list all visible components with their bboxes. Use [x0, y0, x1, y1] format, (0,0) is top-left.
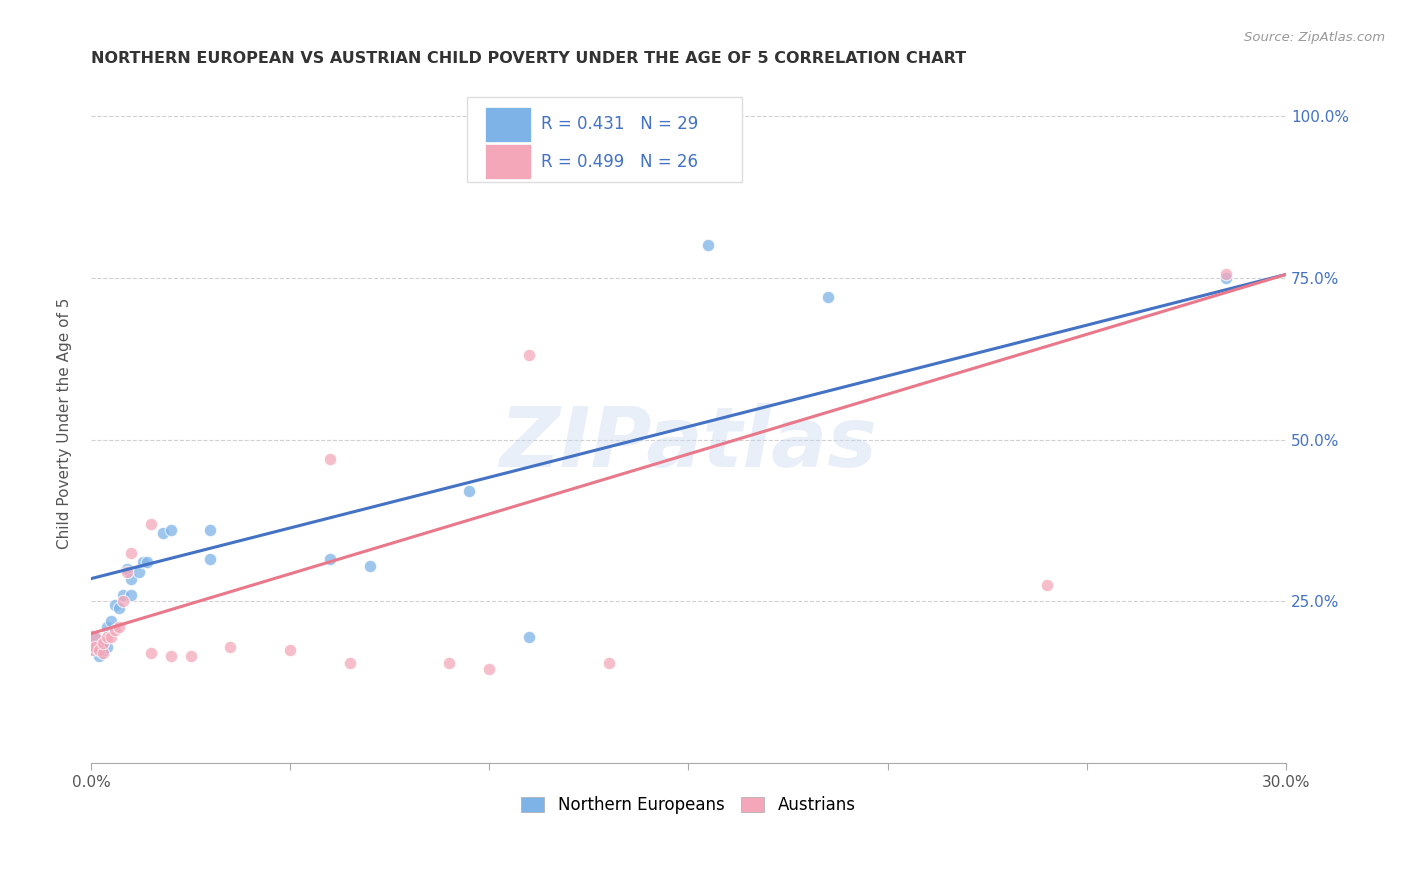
Point [120, 546, 142, 560]
Point [517, 348, 540, 362]
Point [152, 526, 174, 541]
Point [80, 636, 103, 650]
Y-axis label: Child Poverty Under the Age of 5: Child Poverty Under the Age of 5 [58, 298, 72, 549]
Point [1036, 578, 1059, 592]
Point [96, 620, 118, 634]
Point [319, 552, 342, 566]
Point [111, 588, 134, 602]
Point [91, 646, 114, 660]
Point [517, 630, 540, 644]
Point [159, 523, 181, 537]
Point [104, 624, 127, 638]
FancyBboxPatch shape [485, 145, 530, 179]
Point [120, 572, 142, 586]
Point [458, 484, 481, 499]
Point [91, 636, 114, 650]
Point [104, 598, 127, 612]
Point [108, 620, 131, 634]
Point [115, 562, 138, 576]
Point [159, 649, 181, 664]
Point [132, 556, 155, 570]
Point [1215, 270, 1237, 285]
Point [439, 656, 461, 670]
Point [697, 238, 720, 252]
Point [598, 656, 620, 670]
FancyBboxPatch shape [467, 97, 742, 182]
Point [87, 643, 110, 657]
Point [478, 662, 501, 676]
Point [96, 640, 118, 654]
Point [359, 558, 381, 573]
Point [128, 565, 150, 579]
Point [135, 556, 157, 570]
Point [108, 600, 131, 615]
Point [111, 594, 134, 608]
Point [84, 640, 107, 654]
Point [139, 516, 162, 531]
Point [91, 636, 114, 650]
Point [200, 552, 222, 566]
FancyBboxPatch shape [485, 107, 530, 142]
Text: NORTHERN EUROPEAN VS AUSTRIAN CHILD POVERTY UNDER THE AGE OF 5 CORRELATION CHART: NORTHERN EUROPEAN VS AUSTRIAN CHILD POVE… [91, 51, 966, 66]
Point [319, 451, 342, 466]
Legend: Northern Europeans, Austrians: Northern Europeans, Austrians [513, 789, 865, 822]
Point [219, 640, 242, 654]
Point [278, 643, 301, 657]
Point [100, 614, 122, 628]
Point [87, 649, 110, 664]
Point [200, 523, 222, 537]
Text: R = 0.499   N = 26: R = 0.499 N = 26 [541, 153, 699, 170]
Text: ZIPatlas: ZIPatlas [499, 403, 877, 484]
Point [100, 630, 122, 644]
Point [84, 643, 107, 657]
Point [96, 630, 118, 644]
Point [87, 643, 110, 657]
Point [1215, 268, 1237, 282]
Point [115, 565, 138, 579]
Point [120, 588, 142, 602]
Point [91, 643, 114, 657]
Point [139, 646, 162, 660]
Text: Source: ZipAtlas.com: Source: ZipAtlas.com [1244, 31, 1385, 45]
Point [80, 636, 103, 650]
Point [180, 649, 202, 664]
Point [339, 656, 361, 670]
Point [817, 290, 839, 304]
Text: R = 0.431   N = 29: R = 0.431 N = 29 [541, 115, 699, 133]
